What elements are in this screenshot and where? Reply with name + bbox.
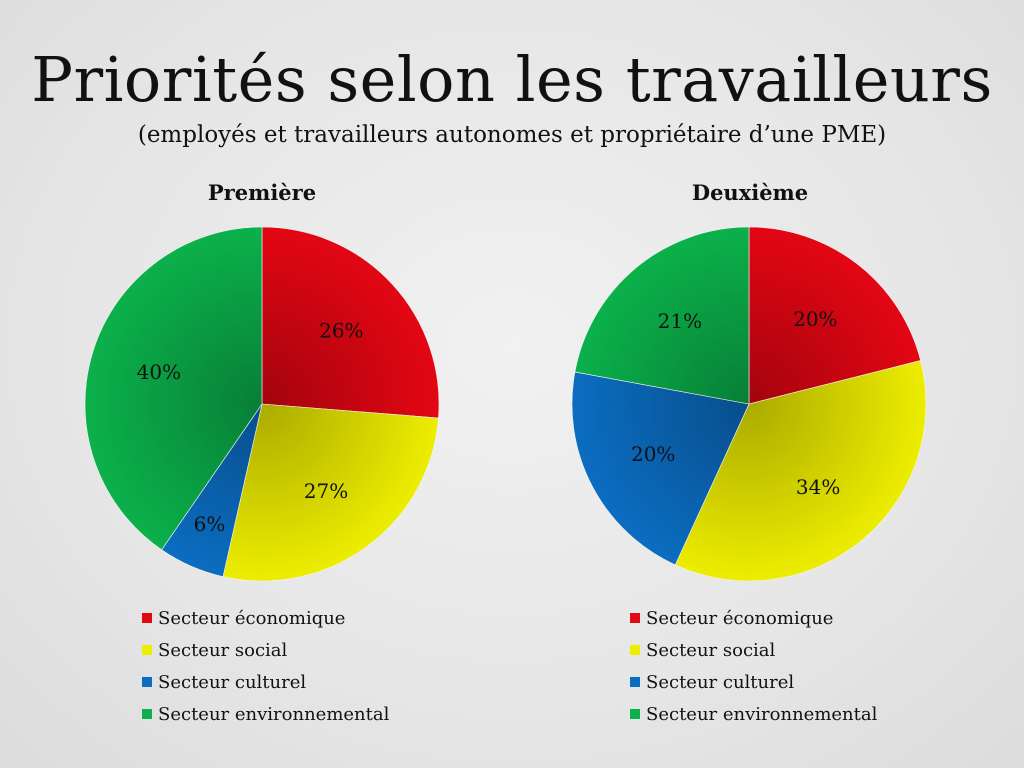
pie-chart-1: 26% 27% 6% 40% [84, 226, 440, 582]
legend-item-economique: Secteur économique [630, 602, 877, 634]
legend-label: Secteur environnemental [158, 703, 390, 725]
data-label-culturel: 20% [631, 442, 675, 466]
pie-slice-environnemental [574, 226, 750, 405]
legend-swatch-economique [142, 613, 152, 623]
legend-2: Secteur économique Secteur social Secteu… [630, 602, 877, 730]
legend-label: Secteur social [646, 639, 776, 661]
pie-slice-environnemental [84, 226, 263, 551]
legend-item-culturel: Secteur culturel [142, 666, 389, 698]
legend-item-environnemental: Secteur environnemental [142, 698, 389, 730]
pie-slice-economique [748, 226, 921, 405]
legend-swatch-culturel [142, 677, 152, 687]
pie-slice-social [674, 360, 927, 582]
pie-chart-2: 20% 34% 20% 21% [571, 226, 927, 582]
data-label-social: 34% [796, 475, 840, 499]
data-label-economique: 20% [793, 307, 837, 331]
legend-item-culturel: Secteur culturel [630, 666, 877, 698]
legend-item-economique: Secteur économique [142, 602, 389, 634]
legend-item-social: Secteur social [142, 634, 389, 666]
legend-label: Secteur économique [158, 607, 346, 629]
pie-slice-culturel [571, 371, 750, 566]
legend-label: Secteur environnemental [646, 703, 878, 725]
data-label-culturel: 6% [194, 512, 226, 536]
legend-item-environnemental: Secteur environnemental [630, 698, 877, 730]
legend-swatch-culturel [630, 677, 640, 687]
legend-item-social: Secteur social [630, 634, 877, 666]
page-subtitle: (employés et travailleurs autonomes et p… [137, 122, 887, 148]
legend-swatch-environnemental [630, 709, 640, 719]
legend-swatch-environnemental [142, 709, 152, 719]
page-title: Priorités selon les travailleurs [31, 43, 993, 116]
legend-label: Secteur économique [646, 607, 834, 629]
pie-slice-economique [261, 226, 440, 419]
data-label-social: 27% [304, 479, 348, 503]
legend-swatch-economique [630, 613, 640, 623]
data-label-economique: 26% [319, 319, 363, 343]
data-label-environnemental: 40% [137, 360, 181, 384]
legend-label: Secteur culturel [646, 671, 795, 693]
pie-chart-1-title: Première [207, 180, 317, 205]
legend-swatch-social [142, 645, 152, 655]
legend-1: Secteur économique Secteur social Secteu… [142, 602, 389, 730]
pie-chart-2-title: Deuxième [691, 180, 809, 205]
legend-swatch-social [630, 645, 640, 655]
pie-slice-social [222, 403, 439, 582]
legend-label: Secteur culturel [158, 671, 307, 693]
data-label-environnemental: 21% [658, 309, 702, 333]
legend-label: Secteur social [158, 639, 288, 661]
